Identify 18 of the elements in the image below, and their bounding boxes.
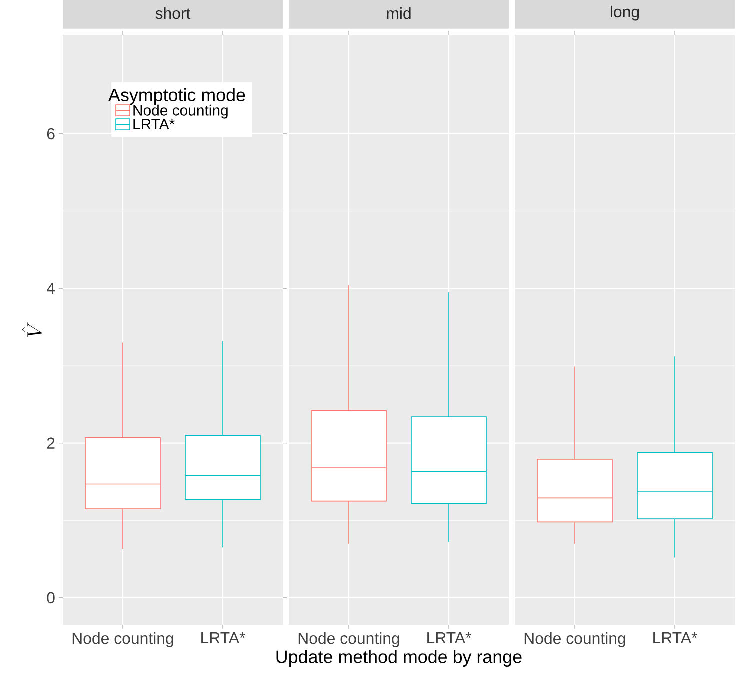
chart-title: mid [387,7,411,20]
x-tick-label: LRTA* [202,632,246,644]
legend-label: LRTA* [134,119,175,130]
y-tick-label: 0 [47,592,55,604]
x-tick-label: Node counting [72,632,174,648]
x-tick-label: LRTA* [428,632,472,644]
y-axis-title: $\hat{V}$ [22,322,42,338]
legend-label: Node counting [134,104,228,119]
legend-title: Asymptotic mode [108,88,246,106]
y-tick-label: 2 [47,438,55,449]
x-tick-label: Node counting [298,632,400,648]
chart-title: long [611,6,640,21]
x-tick-label: LRTA* [654,632,698,644]
chart-title: short [156,7,191,20]
y-tick-label: 4 [46,283,56,294]
x-axis-title: Update method mode by range [276,650,522,667]
y-tick-label: 6 [47,128,55,140]
x-tick-label: Node counting [524,632,626,648]
